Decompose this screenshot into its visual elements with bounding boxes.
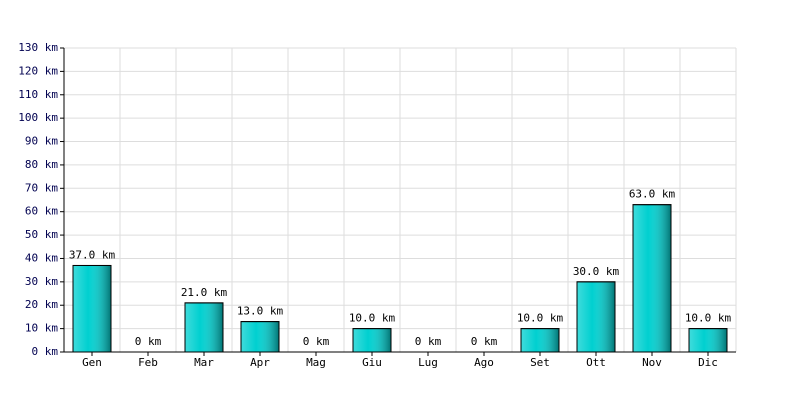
x-tick-label: Set — [530, 356, 550, 369]
y-tick-label: 130 km — [18, 41, 58, 54]
y-tick-label: 110 km — [18, 88, 58, 101]
value-label: 21.0 km — [181, 286, 228, 299]
x-tick-label: Dic — [698, 356, 718, 369]
value-label: 13.0 km — [237, 305, 284, 318]
value-label: 30.0 km — [573, 265, 620, 278]
y-tick-label: 0 km — [32, 345, 59, 358]
x-tick-label: Gen — [82, 356, 102, 369]
value-label: 0 km — [135, 335, 162, 348]
x-tick-label: Giu — [362, 356, 382, 369]
y-tick-label: 60 km — [25, 205, 58, 218]
y-tick-label: 40 km — [25, 251, 58, 264]
bar-shade — [240, 321, 280, 353]
value-label: 0 km — [303, 335, 330, 348]
x-tick-label: Feb — [138, 356, 158, 369]
bar-shade — [632, 204, 672, 353]
bar-shade — [520, 328, 560, 353]
y-tick-label: 100 km — [18, 111, 58, 124]
x-tick-label: Mar — [194, 356, 214, 369]
value-label: 0 km — [471, 335, 498, 348]
bar-shade — [688, 328, 728, 353]
y-tick-label: 90 km — [25, 135, 58, 148]
y-tick-label: 50 km — [25, 228, 58, 241]
value-label: 63.0 km — [629, 188, 676, 201]
x-tick-label: Ago — [474, 356, 494, 369]
value-label: 0 km — [415, 335, 442, 348]
y-tick-label: 70 km — [25, 181, 58, 194]
y-tick-label: 20 km — [25, 298, 58, 311]
y-tick-label: 10 km — [25, 322, 58, 335]
value-label: 10.0 km — [349, 312, 396, 325]
value-label: 10.0 km — [685, 312, 732, 325]
value-label: 37.0 km — [69, 248, 116, 261]
y-tick-label: 80 km — [25, 158, 58, 171]
y-tick-label: 30 km — [25, 275, 58, 288]
bar-shade — [72, 264, 112, 353]
x-tick-label: Lug — [418, 356, 438, 369]
x-tick-label: Apr — [250, 356, 270, 369]
bar-shade — [184, 302, 224, 353]
x-tick-label: Nov — [642, 356, 662, 369]
value-label: 10.0 km — [517, 312, 564, 325]
y-tick-label: 120 km — [18, 64, 58, 77]
bar-shade — [352, 328, 392, 353]
x-tick-label: Mag — [306, 356, 326, 369]
bar-shade — [576, 281, 616, 353]
x-tick-label: Ott — [586, 356, 606, 369]
